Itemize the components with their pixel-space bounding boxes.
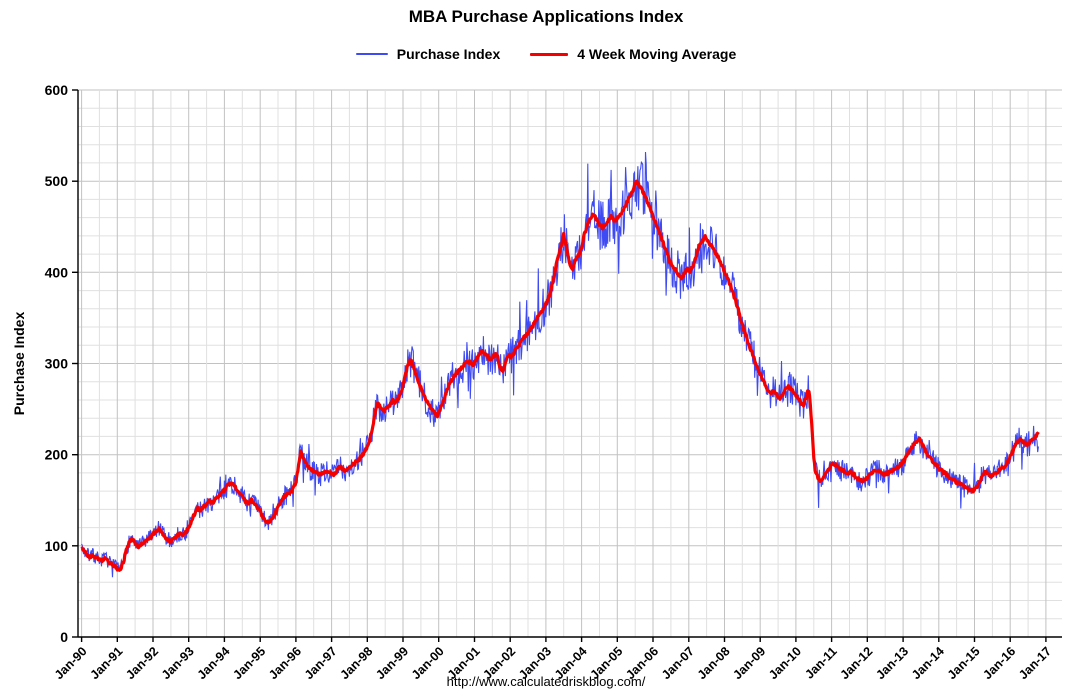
legend-label: 4 Week Moving Average — [577, 46, 737, 62]
y-tick-label: 500 — [45, 173, 69, 189]
legend-swatch — [530, 52, 569, 56]
y-tick-label: 400 — [45, 264, 69, 280]
y-tick-label: 100 — [45, 538, 69, 554]
purchase-index-line — [81, 151, 1039, 578]
source-url: http://www.calculatedriskblog.com/ — [446, 674, 646, 689]
y-axis-title: Purchase Index — [11, 312, 27, 416]
y-tick-label: 200 — [45, 447, 69, 463]
legend-swatch — [355, 53, 388, 55]
legend-item-moving-average: 4 Week Moving Average — [530, 46, 736, 62]
legend-item-purchase-index: Purchase Index — [355, 46, 501, 62]
moving-average-line — [80, 179, 1040, 572]
legend: Purchase Index 4 Week Moving Average — [0, 46, 1092, 62]
legend-label: Purchase Index — [396, 46, 501, 62]
y-tick-label: 300 — [45, 356, 69, 372]
y-tick-label: 0 — [60, 629, 68, 645]
chart-title: MBA Purchase Applications Index — [408, 7, 684, 26]
y-tick-label: 600 — [45, 82, 69, 98]
